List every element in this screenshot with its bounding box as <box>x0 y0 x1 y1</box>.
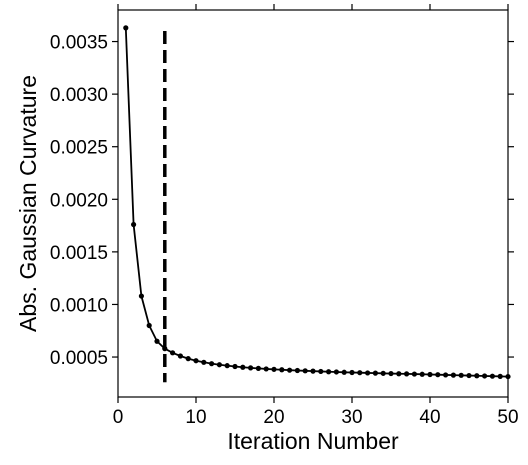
data-point <box>302 368 308 374</box>
data-point <box>388 370 394 377</box>
x-tick-label: 0 <box>113 407 124 428</box>
y-axis-title: Abs. Gaussian Curvature <box>15 75 41 332</box>
data-point <box>450 372 456 378</box>
axis-ticks <box>112 4 514 403</box>
x-tick-label: 10 <box>185 407 206 428</box>
data-point <box>255 365 261 371</box>
data-point <box>497 373 503 379</box>
x-tick-label: 50 <box>497 407 518 428</box>
tick-labels: 0 10 20 30 40 50 0.0005 0.0010 0.0015 0.0020 0.002… <box>50 33 519 428</box>
data-point <box>201 359 207 365</box>
data-point <box>419 371 425 377</box>
y-tick-label: 0.0030 <box>50 85 108 106</box>
data-point <box>489 373 495 379</box>
data-point <box>131 221 137 228</box>
data-point <box>294 367 300 374</box>
y-tick-label: 0.0020 <box>50 190 108 211</box>
data-point <box>138 293 144 299</box>
data-point <box>240 364 246 370</box>
plot-frame <box>117 9 509 398</box>
data-point <box>209 361 215 367</box>
x-tick-label: 30 <box>341 407 362 428</box>
data-point <box>482 373 488 379</box>
data-point <box>404 371 410 377</box>
data-point <box>193 358 199 364</box>
data-point <box>162 346 168 352</box>
data-point <box>357 370 363 376</box>
data-point <box>248 365 254 371</box>
data-point <box>443 372 449 378</box>
y-tick-label: 0.0035 <box>50 33 108 54</box>
data-point <box>435 372 441 378</box>
data-point <box>380 370 386 376</box>
data-point <box>326 369 332 375</box>
series <box>123 25 511 380</box>
data-point <box>185 356 191 362</box>
data-point <box>279 367 285 373</box>
data-point <box>341 369 347 375</box>
x-axis-title: Iteration Number <box>227 428 399 454</box>
data-point <box>224 363 230 369</box>
data-point <box>154 338 160 344</box>
x-tick-label: 20 <box>263 407 284 428</box>
data-point <box>466 372 472 379</box>
data-point <box>287 367 293 373</box>
data-point <box>474 373 480 379</box>
y-tick-label: 0.0005 <box>50 348 108 369</box>
data-point <box>310 368 316 374</box>
data-point <box>365 370 371 376</box>
data-point <box>177 353 183 359</box>
series-line <box>124 27 509 378</box>
data-point <box>232 363 238 370</box>
data-point <box>349 369 355 376</box>
data-point <box>427 371 433 378</box>
data-point <box>146 322 152 329</box>
data-point <box>411 371 417 377</box>
y-tick-label: 0.0010 <box>50 295 108 316</box>
data-point <box>216 362 222 368</box>
x-tick-label: 40 <box>419 407 440 428</box>
data-point <box>458 372 464 378</box>
y-tick-label: 0.0015 <box>50 243 108 264</box>
y-tick-label: 0.0025 <box>50 138 108 159</box>
data-point <box>263 366 269 372</box>
data-point <box>123 25 129 31</box>
data-point <box>318 368 324 375</box>
data-point <box>333 369 339 375</box>
data-point <box>372 370 378 376</box>
data-point <box>396 371 402 377</box>
data-point <box>170 350 176 356</box>
data-point <box>271 366 277 372</box>
